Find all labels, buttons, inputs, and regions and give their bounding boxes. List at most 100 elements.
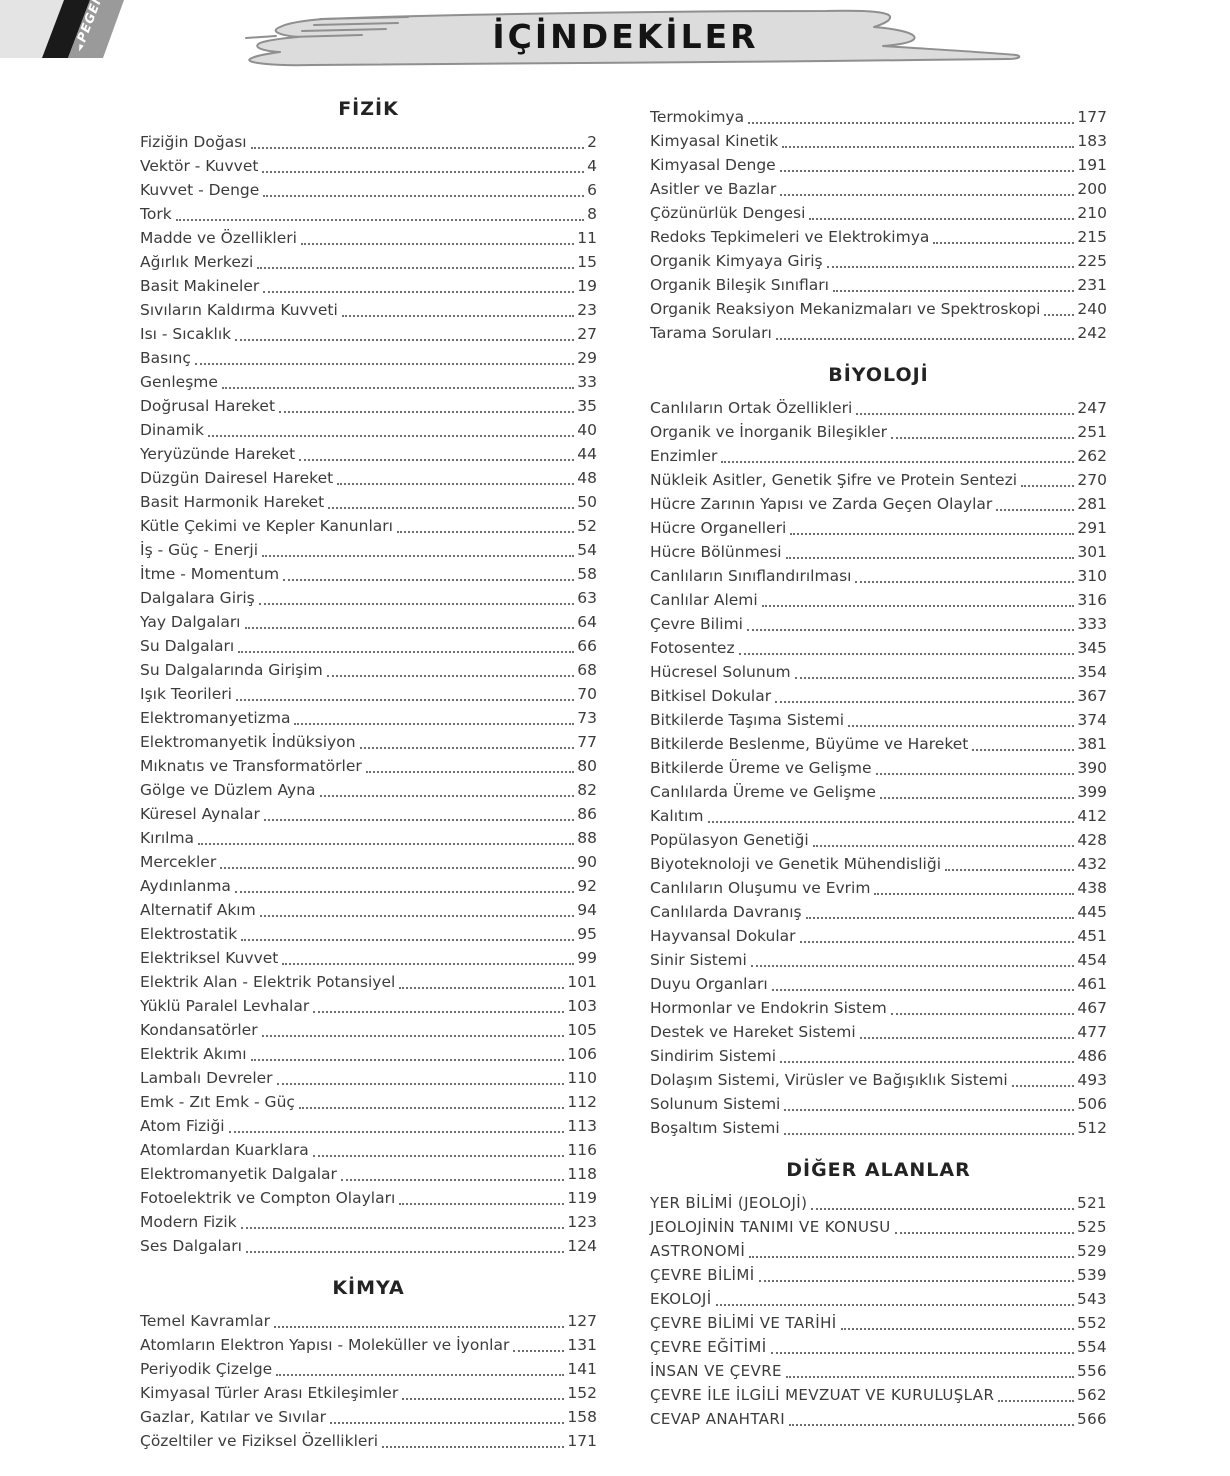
toc-entry-label: Kütle Çekimi ve Kepler Kanunları <box>140 517 393 535</box>
toc-entry: Asitler ve Bazlar 200 <box>650 177 1107 201</box>
toc-entry: Elektriksel Kuvvet 99 <box>140 946 597 970</box>
dotted-leader <box>261 1035 565 1037</box>
dotted-leader <box>221 387 575 389</box>
toc-section: Termokimya 177 Kimyasal Kinetik 183 Kimy… <box>650 105 1107 345</box>
toc-entry: Canlıların Ortak Özellikleri 247 <box>650 396 1107 420</box>
toc-entry: Redoks Tepkimeleri ve Elektrokimya 215 <box>650 225 1107 249</box>
section-title: BİYOLOJİ <box>828 364 929 386</box>
toc-entry-label: Kimyasal Denge <box>650 156 776 174</box>
dotted-leader <box>875 773 1075 775</box>
toc-entry-label: Asitler ve Bazlar <box>650 180 777 198</box>
toc-entry-page: 116 <box>567 1141 597 1159</box>
dotted-leader <box>262 171 585 173</box>
toc-entry-page: 103 <box>567 997 597 1015</box>
dotted-leader <box>780 194 1075 196</box>
toc-entry-label: Basınç <box>140 349 191 367</box>
toc-entry-page: 454 <box>1077 951 1107 969</box>
toc-entry-page: 99 <box>577 949 597 967</box>
toc-entry: Dolaşım Sistemi, Virüsler ve Bağışıklık … <box>650 1068 1107 1092</box>
dotted-leader <box>337 483 575 485</box>
dotted-leader <box>799 941 1075 943</box>
toc-entry-label: Hücresel Solunum <box>650 663 791 681</box>
dotted-leader <box>198 843 575 845</box>
toc-entry: Kimyasal Türler Arası Etkileşimler 152 <box>140 1381 597 1405</box>
toc-entry-page: 191 <box>1077 156 1107 174</box>
toc-entry-page: 68 <box>577 661 597 679</box>
toc-entry-page: 123 <box>567 1213 597 1231</box>
dotted-leader <box>747 629 1075 631</box>
dotted-leader <box>241 939 575 941</box>
toc-entry: ASTRONOMİ 529 <box>650 1239 1107 1263</box>
toc-entry: Organik ve İnorganik Bileşikler 251 <box>650 420 1107 444</box>
dotted-leader <box>313 1011 565 1013</box>
toc-entry-label: Doğrusal Hareket <box>140 397 276 415</box>
dotted-leader <box>235 699 575 701</box>
dotted-leader <box>748 122 1075 124</box>
toc-entry-page: 64 <box>577 613 597 631</box>
toc-entry: EKOLOJİ 543 <box>650 1287 1107 1311</box>
toc-entry-page: 451 <box>1077 927 1107 945</box>
dotted-leader <box>859 1037 1075 1039</box>
toc-entry: Elektromanyetik Dalgalar 118 <box>140 1162 597 1186</box>
toc-entry: Elektromanyetizma 73 <box>140 706 597 730</box>
toc-entry-label: Canlılarda Davranış <box>650 903 802 921</box>
toc-entry-page: 333 <box>1077 615 1107 633</box>
toc-entry-page: 11 <box>577 229 597 247</box>
toc-entry: Kütle Çekimi ve Kepler Kanunları 52 <box>140 514 597 538</box>
toc-entry-label: İş - Güç - Enerji <box>140 541 259 559</box>
toc-entry-page: 556 <box>1077 1362 1107 1380</box>
toc-entry: Hayvansal Dokular 451 <box>650 924 1107 948</box>
toc-entry-page: 521 <box>1077 1194 1107 1212</box>
dotted-leader <box>234 891 575 893</box>
toc-entry-page: 4 <box>587 157 597 175</box>
dotted-leader <box>283 579 575 581</box>
pegem-logo-icon: ◄ <box>74 42 87 54</box>
toc-entry-label: ASTRONOMİ <box>650 1242 746 1260</box>
toc-entry-page: 270 <box>1077 471 1107 489</box>
toc-entry: Hücre Organelleri 291 <box>650 516 1107 540</box>
toc-entry: Hücresel Solunum 354 <box>650 660 1107 684</box>
toc-entry-page: 58 <box>577 565 597 583</box>
toc-entry-page: 66 <box>577 637 597 655</box>
dotted-leader <box>282 963 575 965</box>
toc-entry: Isı - Sıcaklık 27 <box>140 322 597 346</box>
dotted-leader <box>758 1280 1075 1282</box>
toc-entry-label: Biyoteknoloji ve Genetik Mühendisliği <box>650 855 942 873</box>
toc-entry-page: 445 <box>1077 903 1107 921</box>
toc-entry: Bitkilerde Üreme ve Gelişme 390 <box>650 756 1107 780</box>
toc-entry: Canlılarda Üreme ve Gelişme 399 <box>650 780 1107 804</box>
toc-entry-page: 247 <box>1077 399 1107 417</box>
dotted-leader <box>998 1400 1075 1402</box>
dotted-leader <box>933 242 1075 244</box>
toc-entry: Hücre Bölünmesi 301 <box>650 540 1107 564</box>
toc-entry: Vektör - Kuvvet 4 <box>140 154 597 178</box>
dotted-leader <box>750 965 1075 967</box>
toc-entry: ÇEVRE BİLİMİ 539 <box>650 1263 1107 1287</box>
toc-entry: Gazlar, Katılar ve Sıvılar 158 <box>140 1405 597 1429</box>
dotted-leader <box>263 195 585 197</box>
toc-entry-page: 95 <box>577 925 597 943</box>
dotted-leader <box>715 1304 1075 1306</box>
toc-entry-label: Ses Dalgaları <box>140 1237 242 1255</box>
toc-entry: Yay Dalgaları 64 <box>140 610 597 634</box>
toc-entry-page: 438 <box>1077 879 1107 897</box>
toc-entry: Hormonlar ve Endokrin Sistem 467 <box>650 996 1107 1020</box>
toc-column-right: Termokimya 177 Kimyasal Kinetik 183 Kimy… <box>650 97 1107 1453</box>
toc-entry-label: Canlılar Alemi <box>650 591 758 609</box>
toc-entry-page: 94 <box>577 901 597 919</box>
toc-entry-label: Termokimya <box>650 108 745 126</box>
toc-columns: FİZİK Fiziğin Doğası 2 Vektör - Kuvvet 4… <box>140 97 1107 1453</box>
toc-entry-label: Hormonlar ve Endokrin Sistem <box>650 999 887 1017</box>
dotted-leader <box>832 290 1075 292</box>
toc-entry: Fiziğin Doğası 2 <box>140 130 597 154</box>
toc-entry-page: 8 <box>587 205 597 223</box>
toc-entry: Sinir Sistemi 454 <box>650 948 1107 972</box>
toc-section: DİĞER ALANLAR YER BİLİMİ (JEOLOJİ) 521 J… <box>650 1158 1107 1431</box>
toc-entry: Çevre Bilimi 333 <box>650 612 1107 636</box>
dotted-leader <box>789 1424 1075 1426</box>
toc-entry-label: Hücre Organelleri <box>650 519 787 537</box>
toc-entry-label: Fotoelektrik ve Compton Olayları <box>140 1189 396 1207</box>
toc-entry-page: 529 <box>1077 1242 1107 1260</box>
toc-entry-label: Alternatif Akım <box>140 901 256 919</box>
